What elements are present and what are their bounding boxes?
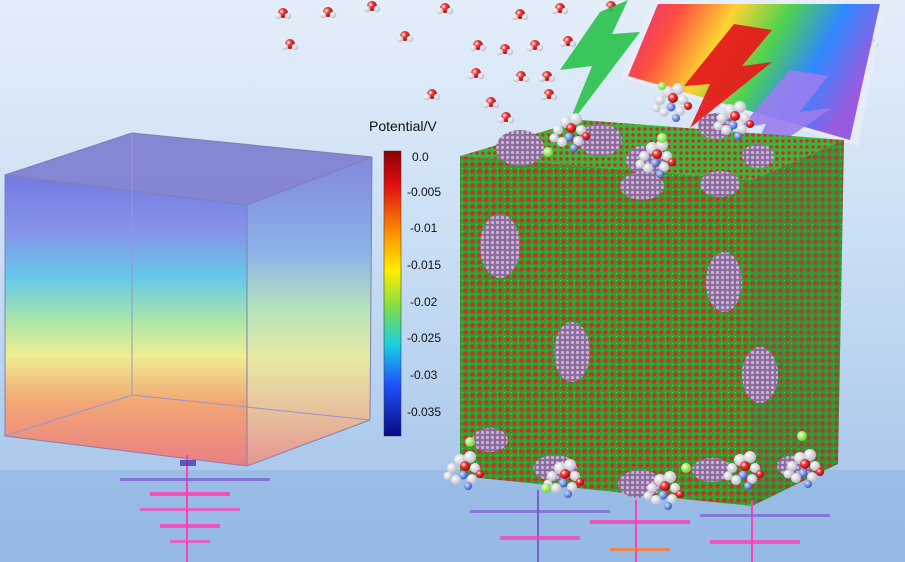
colorbar-tick-4: -0.02 (410, 295, 438, 309)
colorbar-title: Potential/V (369, 118, 437, 134)
colorbar-tick-5: -0.025 (407, 331, 442, 345)
potential-cube-icon (4, 132, 373, 467)
chloride-ions (465, 82, 807, 493)
colorbar-tick-0: 0.0 (412, 150, 429, 164)
signal-trace-right (470, 490, 830, 562)
colorbar-tick-3: -0.015 (407, 258, 442, 272)
colorbar (383, 150, 402, 437)
crystal-lattice-icon (460, 113, 844, 506)
colorbar-tick-6: -0.03 (410, 368, 438, 382)
colorbar-tick-2: -0.01 (410, 221, 438, 235)
colorbar-tick-1: -0.005 (407, 185, 442, 199)
signal-trace-left (120, 455, 270, 562)
colorbar-tick-7: -0.035 (407, 405, 442, 419)
